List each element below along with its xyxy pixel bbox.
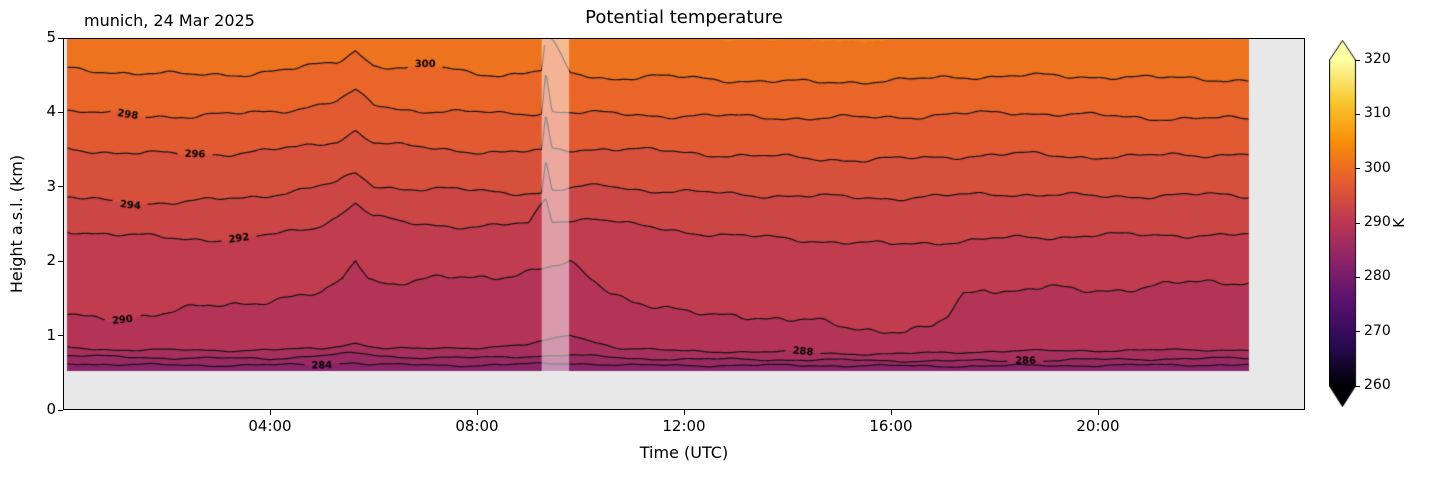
y-tick-mark xyxy=(58,260,63,262)
y-tick-label: 4 xyxy=(46,102,56,121)
station-date-annotation: munich, 24 Mar 2025 xyxy=(84,11,255,30)
colorbar-tick-label: 320 xyxy=(1364,51,1391,67)
x-tick-label: 20:00 xyxy=(1076,417,1120,435)
colorbar-tick-label: 300 xyxy=(1364,159,1391,176)
y-tick-label: 3 xyxy=(46,176,56,195)
colorbar-tick-mark xyxy=(1355,331,1360,333)
x-axis-label: Time (UTC) xyxy=(639,443,729,462)
colorbar-tick-mark xyxy=(1355,59,1360,61)
y-tick-mark xyxy=(58,409,63,411)
x-tick-mark xyxy=(1097,410,1099,415)
colorbar-tick-mark xyxy=(1355,222,1360,224)
y-tick-label: 0 xyxy=(46,400,56,418)
x-tick-label: 08:00 xyxy=(455,417,499,435)
y-tick-mark xyxy=(58,111,63,113)
colorbar-tick-label: 290 xyxy=(1364,214,1391,230)
x-tick-mark xyxy=(476,410,478,415)
x-tick-label: 04:00 xyxy=(248,417,292,435)
y-tick-label: 1 xyxy=(46,325,56,344)
colorbar-tick-label: 260 xyxy=(1364,377,1391,393)
contour-field-canvas xyxy=(63,38,1305,410)
y-tick-label: 2 xyxy=(46,251,56,270)
colorbar-tick-mark xyxy=(1355,276,1360,278)
colorbar-tick-mark xyxy=(1355,168,1360,170)
colorbar-tick-label: 280 xyxy=(1364,268,1391,285)
x-tick-label: 12:00 xyxy=(662,417,706,435)
plot-title: Potential temperature xyxy=(585,7,783,28)
x-tick-label: 16:00 xyxy=(869,417,913,435)
y-tick-mark xyxy=(58,37,63,39)
y-tick-label: 5 xyxy=(46,28,56,46)
x-tick-mark xyxy=(269,410,271,415)
colorbar xyxy=(1329,40,1357,407)
y-tick-mark xyxy=(58,186,63,188)
colorbar-tick-mark xyxy=(1355,113,1360,115)
y-tick-mark xyxy=(58,335,63,337)
colorbar-tick-label: 270 xyxy=(1364,322,1391,339)
colorbar-tick-label: 310 xyxy=(1364,105,1391,122)
colorbar-tick-mark xyxy=(1355,385,1360,387)
x-tick-mark xyxy=(683,410,685,415)
x-tick-mark xyxy=(890,410,892,415)
